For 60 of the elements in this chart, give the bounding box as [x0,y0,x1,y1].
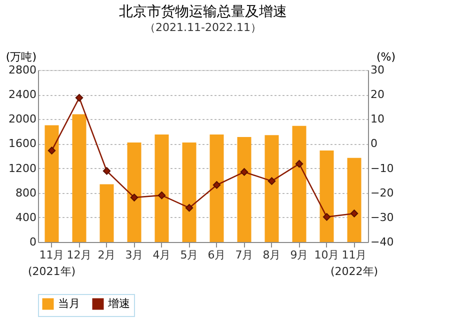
point [185,204,194,212]
bar [154,134,169,242]
chart-title: 北京市货物运输总量及增速 [119,4,287,20]
bar [100,184,114,242]
point [212,181,221,189]
y2-axis-title: (%) [376,50,396,64]
y2-tick-label: 10 [370,112,384,126]
y-axis-title: (万吨) [6,50,36,64]
y2-tick-label: −20 [370,186,394,200]
y2-tick-label: 0 [370,137,378,150]
legend-label: 当月 [58,297,80,310]
point [295,160,304,168]
x-tick-label: 5月 [180,248,198,262]
chart-subtitle: （2021.11-2022.11） [144,21,262,34]
y2-tick-label: 30 [370,64,384,76]
point [102,167,111,175]
bar [210,134,224,242]
bar [347,158,362,242]
point [130,194,138,202]
y-tick-label: 2000 [8,112,36,126]
y-tick-label: 800 [16,186,36,200]
bar [320,150,334,242]
text: (2022年) [330,265,378,278]
y-tick-label: 1200 [8,162,36,175]
y2-tick-label: −10 [370,162,394,175]
x-tick-label: 11月 [39,248,64,262]
x-tick-label: 6月 [208,248,226,262]
point [350,210,358,218]
point [322,213,331,221]
point [158,191,166,200]
x-tick-label: 4月 [152,248,171,262]
y-tick-label: 2400 [8,88,36,102]
y-tick-label: 0 [30,236,36,248]
x-tick-label: 11月 [342,248,367,262]
point [240,168,248,176]
bar [44,125,59,242]
x-tick-label: 3月 [125,248,144,262]
point [48,146,56,154]
point [75,94,84,102]
y-tick-label: 1600 [8,137,36,150]
y2-tick-label: −30 [370,210,394,224]
y2-tick-label: −40 [370,236,394,248]
x-tick-label: 9月 [290,248,308,262]
bar [72,114,86,242]
bar [127,142,142,242]
point [268,177,276,185]
x-tick-label: 2月 [98,248,116,262]
x-tick-label: 12月 [66,248,92,262]
text: (2021年) [28,265,76,278]
x-tick-label: 7月 [235,248,254,262]
bar [292,126,306,242]
bar [182,142,196,242]
x-tick-label: 8月 [262,248,281,262]
y2-tick-label: 20 [370,88,384,102]
bar [237,136,252,242]
x-tick-label: 10月 [314,248,340,262]
y-tick-label: 400 [16,210,36,224]
legend-label: 增速 [107,297,130,310]
bar [264,135,279,242]
y-tick-label: 2800 [8,64,36,76]
